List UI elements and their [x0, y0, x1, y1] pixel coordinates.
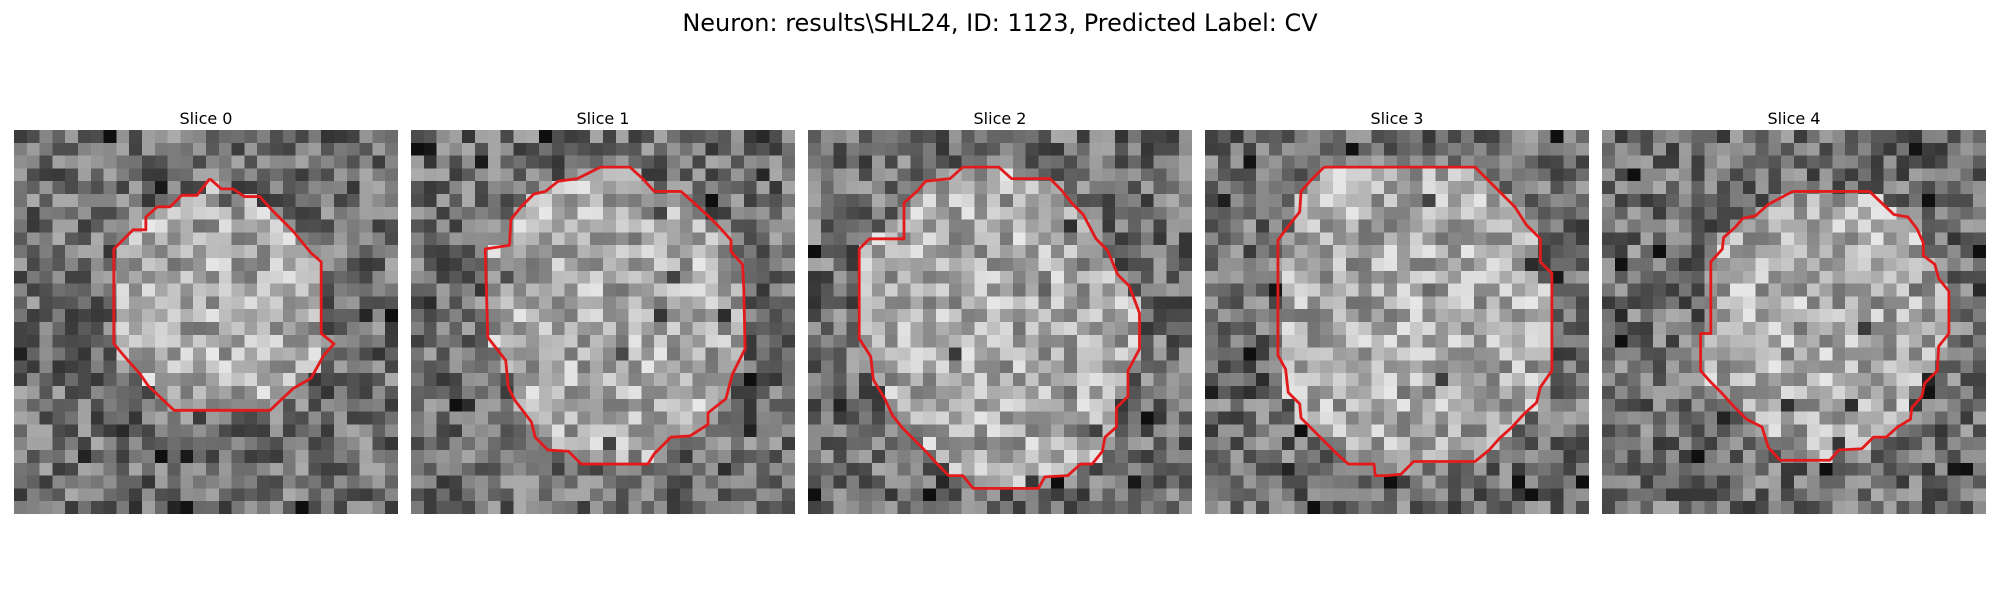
- slice-panel-3: Slice 3: [1205, 100, 1589, 514]
- slice-title-0: Slice 0: [14, 100, 398, 130]
- slice-panel-0: Slice 0: [14, 100, 398, 514]
- figure-title: Neuron: results\SHL24, ID: 1123, Predict…: [0, 6, 2000, 40]
- slice-image-4: [1602, 130, 1986, 514]
- slice-panel-2: Slice 2: [808, 100, 1192, 514]
- slice-panel-1: Slice 1: [411, 100, 795, 514]
- slice-image-2: [808, 130, 1192, 514]
- slice-image-3: [1205, 130, 1589, 514]
- slice-title-1: Slice 1: [411, 100, 795, 130]
- slice-image-0: [14, 130, 398, 514]
- slice-panel-4: Slice 4: [1602, 100, 1986, 514]
- slice-title-4: Slice 4: [1602, 100, 1986, 130]
- slice-image-1: [411, 130, 795, 514]
- slice-title-2: Slice 2: [808, 100, 1192, 130]
- slice-title-3: Slice 3: [1205, 100, 1589, 130]
